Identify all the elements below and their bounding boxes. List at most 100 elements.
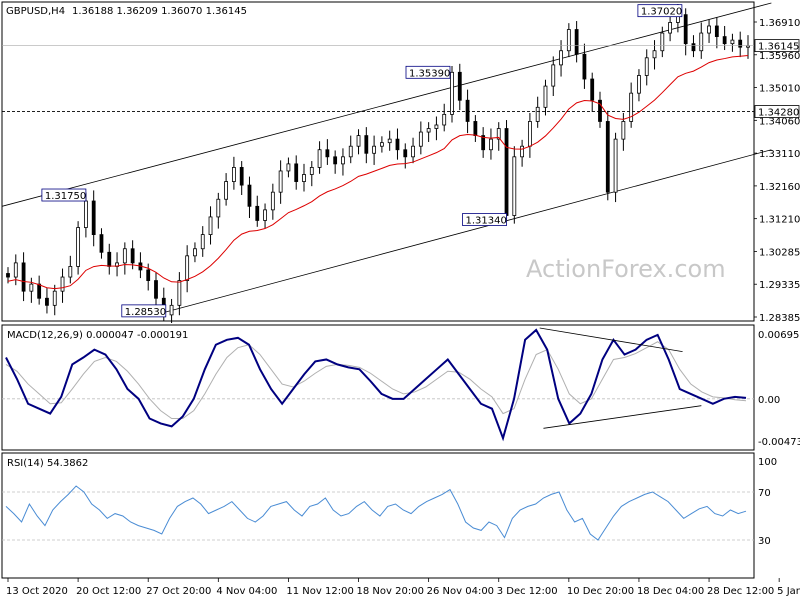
candle-body bbox=[707, 25, 711, 34]
time-tick-label: 18 Nov 20:00 bbox=[357, 586, 424, 597]
candle-body bbox=[68, 266, 73, 278]
candle-body bbox=[629, 92, 634, 122]
candle-body bbox=[418, 131, 423, 147]
macd-tick-label: 0.00 bbox=[758, 395, 780, 406]
price-label-box bbox=[754, 39, 800, 53]
rsi-line bbox=[5, 485, 747, 541]
candle-body bbox=[691, 43, 696, 52]
macd-triangle-lower-line bbox=[543, 405, 702, 429]
candle-body bbox=[403, 149, 408, 158]
time-tick-label: 3 Dec 12:00 bbox=[497, 586, 558, 597]
candle-body bbox=[411, 145, 415, 158]
candle-body bbox=[278, 170, 283, 193]
candle-body bbox=[341, 156, 345, 165]
candle-body bbox=[566, 29, 571, 52]
candle-body bbox=[722, 36, 727, 45]
candle-body bbox=[746, 45, 750, 48]
candle-body bbox=[395, 138, 400, 151]
candle-body bbox=[208, 216, 213, 236]
candle-body bbox=[683, 14, 688, 45]
candle-body bbox=[434, 124, 439, 129]
price-tick-label: 1.28385 bbox=[759, 313, 800, 324]
candle-body bbox=[699, 32, 704, 52]
candle-body bbox=[598, 99, 602, 122]
price-tick-label: 1.35960 bbox=[759, 51, 800, 62]
candle-body bbox=[644, 57, 649, 76]
candle-body bbox=[21, 262, 26, 292]
price-panel-frame bbox=[1, 1, 755, 322]
rsi-label: RSI(14) 54.3862 bbox=[7, 458, 88, 469]
swing-label-box bbox=[637, 4, 683, 18]
candle-body bbox=[122, 248, 127, 264]
candle-body bbox=[387, 138, 392, 144]
candle-body bbox=[590, 78, 595, 101]
rsi-tick-label: 70 bbox=[758, 488, 771, 499]
candle-body bbox=[714, 25, 719, 37]
moving-average-line bbox=[7, 54, 749, 290]
swing-label-text: 1.31340 bbox=[466, 216, 507, 227]
candle-body bbox=[193, 248, 197, 257]
candle-body bbox=[91, 200, 96, 236]
candle-body bbox=[730, 39, 735, 45]
candle-body bbox=[356, 135, 361, 147]
candle-body bbox=[263, 209, 267, 221]
swing-label-box bbox=[462, 213, 507, 226]
candle-body bbox=[551, 64, 556, 87]
candle-body bbox=[200, 234, 205, 250]
candle-body bbox=[216, 198, 221, 218]
ohlc-label: 1.36188 1.36209 1.36070 1.36145 bbox=[72, 6, 247, 17]
candle-body bbox=[489, 138, 493, 151]
price-label-text: 1.34280 bbox=[758, 108, 799, 119]
candle-body bbox=[535, 106, 540, 122]
candle-body bbox=[317, 149, 322, 168]
candle-body bbox=[294, 163, 299, 182]
swing-label-text: 1.28530 bbox=[125, 307, 166, 318]
candle-body bbox=[637, 75, 641, 94]
candle-body bbox=[333, 156, 338, 165]
rsi-tick-label: 30 bbox=[758, 536, 771, 547]
time-tick-label: 28 Dec 12:00 bbox=[707, 586, 774, 597]
candle-body bbox=[520, 145, 525, 158]
candle-body bbox=[450, 71, 454, 115]
price-tick-label: 1.36910 bbox=[759, 18, 800, 29]
candle-body bbox=[605, 121, 610, 193]
macd-tick-label: 0.006956 bbox=[758, 330, 800, 341]
candle-body bbox=[496, 128, 501, 140]
price-layer: 1.31750 1.28530 1.35390 1.31340 1.37020 bbox=[1, 2, 772, 324]
candle-body bbox=[270, 191, 275, 211]
candle-body bbox=[621, 121, 626, 140]
candle-body bbox=[6, 273, 10, 278]
candle-body bbox=[224, 181, 229, 200]
candle-body bbox=[379, 142, 384, 147]
time-tick-label: 18 Dec 04:00 bbox=[637, 586, 704, 597]
price-tick-label: 1.29335 bbox=[759, 280, 800, 291]
price-tick-label: 1.34060 bbox=[759, 116, 800, 127]
candle-body bbox=[512, 156, 517, 216]
time-tick-label: 27 Oct 20:00 bbox=[146, 586, 211, 597]
candle-body bbox=[543, 85, 548, 108]
channel-lower-line bbox=[157, 149, 772, 315]
candle-body bbox=[52, 290, 57, 306]
macd-line bbox=[5, 328, 747, 442]
candle-body bbox=[738, 39, 743, 48]
candle-body bbox=[613, 138, 618, 193]
candle-body bbox=[76, 227, 81, 267]
candle-body bbox=[652, 50, 657, 59]
candle-body bbox=[60, 276, 65, 292]
candle-body bbox=[372, 145, 377, 154]
swing-label-text: 1.35390 bbox=[409, 68, 450, 79]
candle-body bbox=[559, 50, 563, 66]
candle-body bbox=[13, 262, 18, 278]
candle-body bbox=[45, 297, 49, 306]
candle-body bbox=[473, 121, 478, 136]
time-tick-label: 4 Nov 04:00 bbox=[216, 586, 277, 597]
candle-body bbox=[169, 304, 174, 316]
candle-body bbox=[574, 29, 579, 55]
candle-body bbox=[29, 283, 34, 292]
candle-body bbox=[130, 248, 135, 264]
candle-body bbox=[309, 167, 314, 175]
macd-panel-frame bbox=[1, 324, 755, 451]
rsi-panel-frame bbox=[1, 452, 755, 579]
